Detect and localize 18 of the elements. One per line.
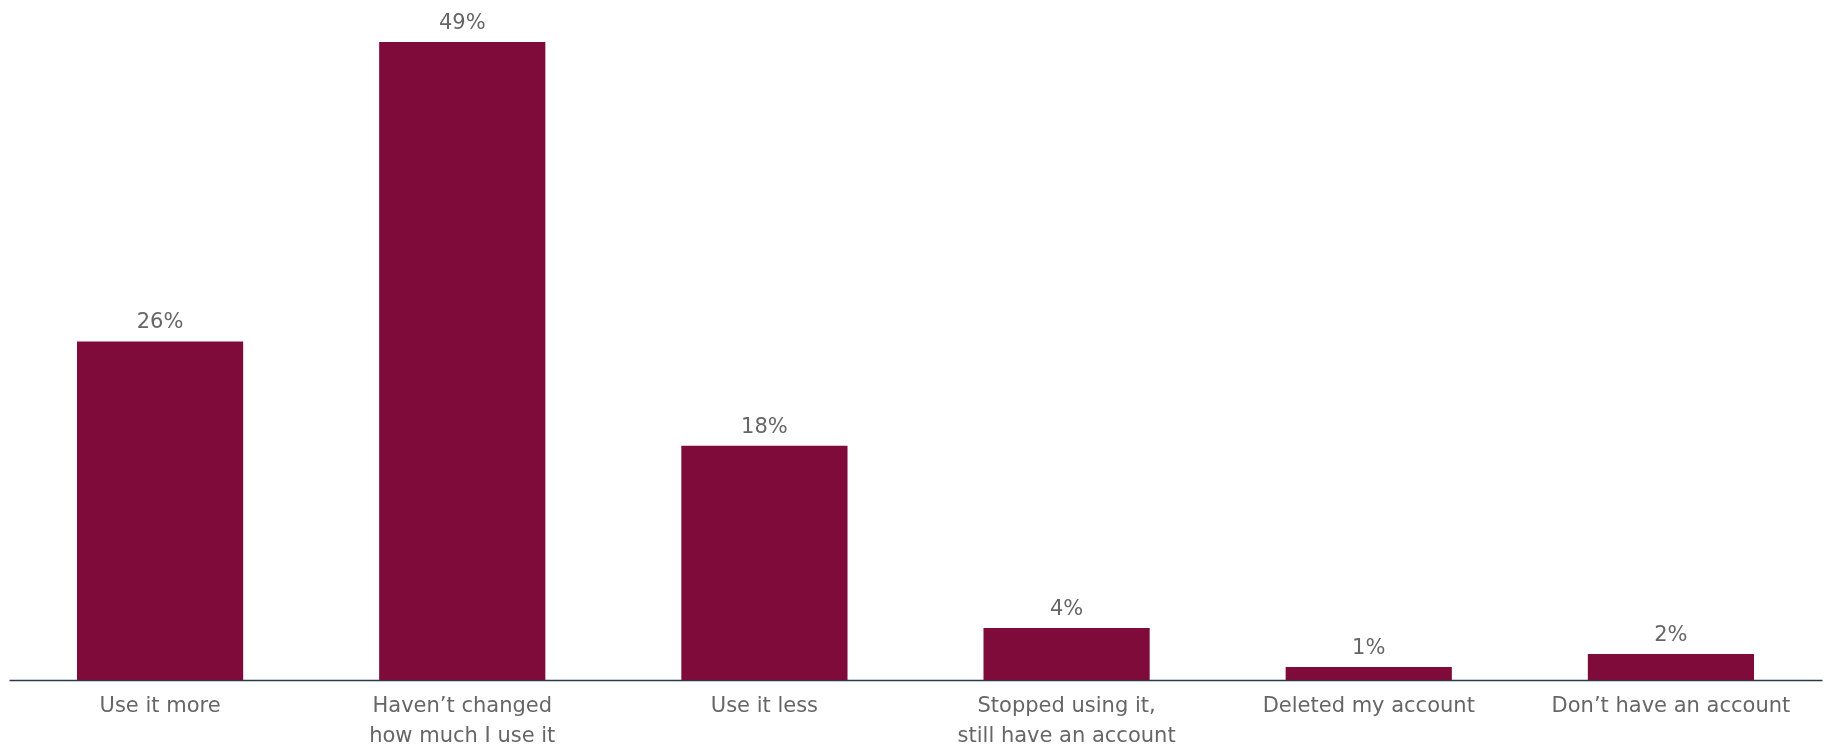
data-label: 2% <box>1654 621 1688 646</box>
x-tick-label: Use it less <box>710 692 819 717</box>
bar <box>983 627 1150 680</box>
data-label: 26% <box>136 309 184 334</box>
x-tick-label: Stopped using it, still have an account <box>957 692 1176 747</box>
data-label: 49% <box>438 10 486 34</box>
bar <box>681 445 848 680</box>
data-label: 1% <box>1352 634 1386 659</box>
x-tick-label: Deleted my account <box>1262 692 1475 717</box>
data-label: 4% <box>1049 595 1084 620</box>
x-tick-label: Use it more <box>99 692 221 717</box>
bar <box>76 341 244 680</box>
bar <box>1285 666 1452 680</box>
x-tick-label: Don’t have an account <box>1551 692 1791 717</box>
data-label: 18% <box>741 413 788 438</box>
bar <box>1587 653 1755 680</box>
bar <box>379 42 546 680</box>
x-tick-label: Haven’t changed how much I use it <box>369 692 556 747</box>
